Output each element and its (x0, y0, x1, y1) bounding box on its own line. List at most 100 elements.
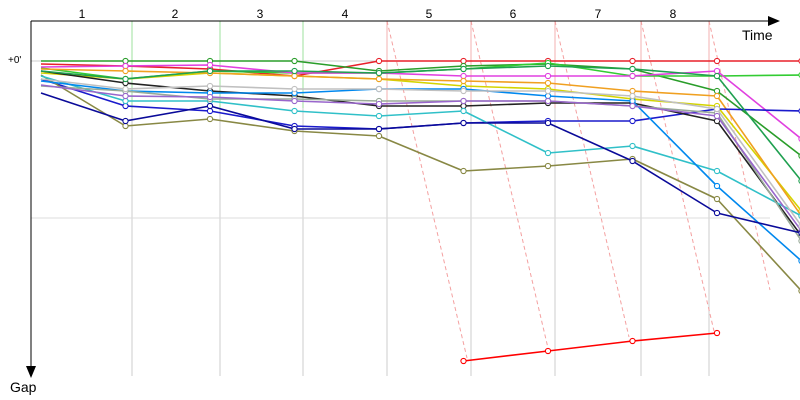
data-point (460, 65, 467, 73)
lap-label-1: 1 (79, 7, 86, 21)
x-axis-title: Time (742, 27, 773, 43)
data-point (375, 75, 383, 83)
data-point (629, 337, 636, 345)
series-7 (40, 67, 800, 219)
data-point (206, 61, 214, 69)
data-point (122, 62, 129, 70)
axes: Time Gap +0' (8, 16, 780, 395)
series-line (40, 85, 800, 241)
data-point (460, 107, 467, 115)
data-point (460, 87, 467, 95)
lap-label-5: 5 (426, 7, 433, 21)
lap-label-2: 2 (172, 7, 179, 21)
data-point (206, 102, 214, 110)
series-line (40, 84, 800, 231)
series-10 (40, 74, 800, 294)
series-15 (40, 92, 800, 236)
lap-label-4: 4 (342, 7, 349, 21)
data-point (629, 72, 636, 80)
series-11 (40, 75, 800, 219)
series-line (40, 65, 800, 181)
data-point (460, 77, 467, 85)
pit-dash-3 (554, 20, 630, 338)
data-point (375, 100, 383, 108)
data-point (713, 57, 721, 65)
data-point (713, 87, 721, 95)
data-point (375, 112, 383, 120)
series-line (40, 64, 800, 139)
series-2 (460, 329, 721, 365)
data-point (544, 87, 552, 95)
data-point (375, 125, 383, 133)
data-point (291, 125, 298, 133)
data-point (122, 97, 129, 105)
lap-labels: 1 2 3 4 5 6 7 8 (79, 7, 677, 21)
data-point (122, 117, 129, 125)
data-point (544, 79, 552, 87)
data-point (713, 92, 721, 100)
data-point (544, 149, 552, 157)
data-point (629, 117, 636, 125)
data-point (713, 67, 721, 75)
pit-dash-2 (470, 20, 549, 349)
data-point (629, 65, 636, 73)
data-point (122, 102, 129, 110)
data-point (460, 167, 467, 175)
data-point (713, 112, 721, 120)
data-point (544, 62, 552, 70)
data-point (122, 122, 129, 130)
lap-label-3: 3 (257, 7, 264, 21)
series-13 (40, 85, 800, 244)
data-point (206, 93, 214, 101)
data-point (544, 92, 552, 100)
data-point (544, 97, 552, 105)
data-point (206, 82, 214, 90)
data-point (122, 57, 129, 65)
data-point (713, 72, 721, 80)
data-point (122, 67, 129, 75)
series-line (463, 332, 718, 362)
data-point (544, 72, 552, 80)
data-point (713, 105, 721, 113)
series-line (40, 78, 800, 226)
data-point (206, 67, 214, 75)
series-14 (40, 84, 800, 234)
data-point (544, 119, 552, 127)
data-point (544, 347, 552, 355)
data-point (375, 85, 383, 93)
series-line (40, 75, 800, 217)
data-point (460, 357, 467, 365)
data-point (629, 92, 636, 100)
data-point (291, 97, 298, 105)
data-point (629, 102, 636, 110)
series-line (41, 60, 800, 156)
data-point (629, 157, 636, 165)
data-point (460, 97, 467, 105)
data-point (291, 57, 298, 65)
data-point (629, 142, 636, 150)
data-point (206, 107, 214, 115)
data-point (713, 182, 721, 190)
data-point (629, 97, 636, 105)
y-axis-arrow (26, 366, 36, 378)
data-point (629, 87, 636, 95)
data-point (291, 72, 298, 80)
series-line (40, 60, 800, 77)
series-line (40, 80, 800, 261)
zero-tick-label: +0' (8, 55, 21, 66)
data-point (460, 72, 467, 80)
x-axis-arrow (768, 16, 780, 26)
data-point (460, 102, 467, 110)
data-point (544, 162, 552, 170)
data-point (291, 85, 298, 93)
data-point (460, 119, 467, 127)
pit-stop-lines (131, 20, 771, 359)
data-point (460, 57, 467, 65)
pit-dash-5 (708, 20, 771, 291)
data-point (122, 75, 129, 83)
lap-label-6: 6 (510, 7, 517, 21)
data-point (713, 209, 721, 217)
data-point (122, 92, 129, 100)
data-point (629, 57, 636, 65)
